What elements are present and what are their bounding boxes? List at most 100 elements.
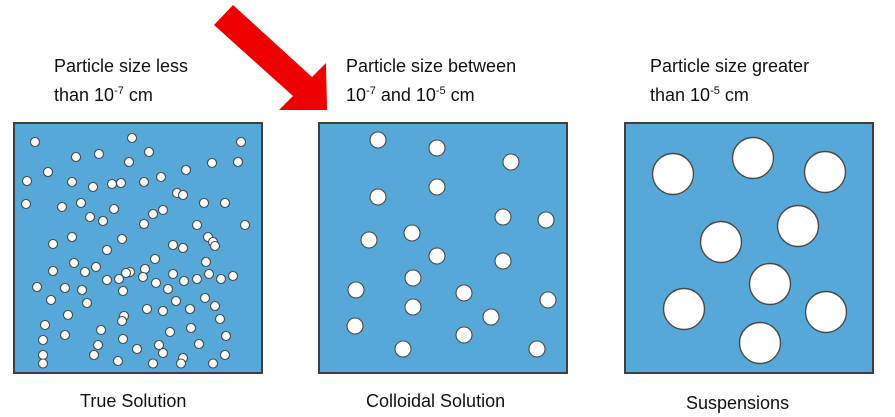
- particle: [87, 181, 99, 193]
- exponent: -5: [710, 85, 720, 97]
- arrow-shape: [214, 5, 327, 110]
- particle: [199, 292, 211, 304]
- particle: [662, 287, 706, 331]
- size-label-line2: 10-7 and 10-5 cm: [346, 81, 516, 110]
- particle: [193, 338, 205, 350]
- exponent: -7: [114, 85, 124, 97]
- particle: [219, 197, 231, 209]
- particle: [147, 208, 159, 220]
- particle: [428, 178, 446, 196]
- particle: [239, 219, 251, 231]
- particle: [369, 131, 387, 149]
- particle: [141, 303, 153, 315]
- particle: [31, 281, 43, 293]
- particle: [220, 330, 232, 342]
- suspension-box: [624, 122, 874, 374]
- particle: [126, 132, 138, 144]
- particle: [185, 322, 197, 334]
- true-solution-box: [13, 122, 263, 374]
- particle: [494, 252, 512, 270]
- particle: [403, 224, 421, 242]
- particle: [92, 339, 104, 351]
- particle: [209, 300, 221, 312]
- particle: [651, 152, 695, 196]
- particle: [191, 273, 203, 285]
- particle: [198, 197, 210, 209]
- particle: [112, 355, 124, 367]
- size-label-line1: Particle size greater: [650, 56, 810, 76]
- particle: [101, 244, 113, 256]
- particle: [494, 208, 512, 226]
- particle: [117, 285, 129, 297]
- particle: [137, 271, 149, 283]
- particle: [123, 156, 135, 168]
- particle: [157, 305, 169, 317]
- particle: [116, 233, 128, 245]
- particle: [56, 201, 68, 213]
- particle: [502, 153, 520, 171]
- particle: [232, 156, 244, 168]
- particle: [21, 175, 33, 187]
- particle: [113, 273, 125, 285]
- particle: [347, 281, 365, 299]
- particle: [20, 198, 32, 210]
- size-label-line1: Particle size between: [346, 56, 517, 76]
- particle: [209, 240, 221, 252]
- particle: [404, 298, 422, 316]
- particle: [149, 253, 161, 265]
- particle: [537, 211, 555, 229]
- suspension-size-label: Particle size greater than 10-5 cm: [650, 52, 809, 110]
- particle: [66, 231, 78, 243]
- particle: [428, 247, 446, 265]
- size-label-line2: than 10-7 cm: [54, 81, 188, 110]
- particle: [120, 267, 132, 279]
- exponent: -5: [435, 85, 446, 97]
- colloidal-particles: [346, 131, 557, 358]
- particle: [39, 319, 51, 331]
- particle: [428, 139, 446, 157]
- particle: [157, 204, 169, 216]
- particle: [138, 176, 150, 188]
- particle: [206, 157, 218, 169]
- suspension-particles: [651, 136, 848, 365]
- particle: [90, 261, 102, 273]
- particle: [215, 273, 227, 285]
- unit-text: cm: [719, 85, 749, 105]
- particle: [191, 219, 203, 231]
- particle: [157, 347, 169, 359]
- particle: [203, 268, 215, 280]
- particle: [360, 231, 378, 249]
- particle: [150, 277, 162, 289]
- particle: [528, 340, 546, 358]
- particle: [37, 334, 49, 346]
- particle: [177, 242, 189, 254]
- particle: [699, 220, 743, 264]
- particle: [131, 343, 143, 355]
- particle: [97, 215, 109, 227]
- particle: [394, 340, 412, 358]
- size-text: than 10: [54, 85, 115, 105]
- particle: [47, 238, 59, 250]
- unit-text: cm: [123, 85, 153, 105]
- particle: [219, 349, 231, 361]
- particle: [184, 303, 196, 315]
- particle: [369, 188, 387, 206]
- particle: [175, 358, 187, 369]
- particle: [227, 270, 239, 282]
- particle: [108, 203, 120, 215]
- particle: [455, 326, 473, 344]
- particle: [59, 329, 71, 341]
- colloidal-size-label: Particle size between 10-7 and 10-5 cm: [346, 52, 516, 110]
- particle: [803, 150, 847, 194]
- particle: [167, 268, 179, 280]
- true-solution-particles: [20, 132, 251, 369]
- particle: [76, 284, 88, 296]
- size-text: and 10: [375, 85, 436, 105]
- particle: [45, 294, 57, 306]
- particle: [180, 164, 192, 176]
- particle: [748, 262, 792, 306]
- particle: [539, 291, 557, 309]
- suspensions-caption: Suspensions: [686, 393, 790, 413]
- unit-text: cm: [445, 85, 475, 105]
